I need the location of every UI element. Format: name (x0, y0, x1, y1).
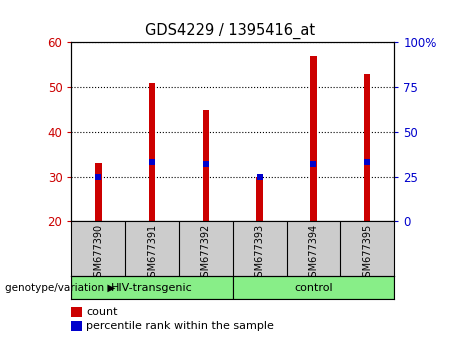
Text: count: count (86, 307, 118, 317)
Text: genotype/variation ▶: genotype/variation ▶ (5, 282, 115, 293)
Text: control: control (294, 282, 333, 293)
Text: HIV-transgenic: HIV-transgenic (111, 282, 193, 293)
Bar (364, 74, 371, 221)
Bar (256, 177, 263, 221)
FancyBboxPatch shape (233, 276, 394, 299)
Bar (203, 109, 209, 221)
Bar (95, 163, 101, 221)
Text: GSM677391: GSM677391 (147, 224, 157, 283)
Text: percentile rank within the sample: percentile rank within the sample (86, 321, 274, 331)
Text: GDS4229 / 1395416_at: GDS4229 / 1395416_at (145, 23, 316, 39)
Text: GSM677390: GSM677390 (93, 224, 103, 283)
Bar (149, 83, 155, 221)
Text: GSM677394: GSM677394 (308, 224, 319, 283)
Bar (310, 56, 317, 221)
Text: GSM677395: GSM677395 (362, 224, 372, 283)
FancyBboxPatch shape (71, 276, 233, 299)
Text: GSM677393: GSM677393 (254, 224, 265, 283)
Text: GSM677392: GSM677392 (201, 224, 211, 283)
